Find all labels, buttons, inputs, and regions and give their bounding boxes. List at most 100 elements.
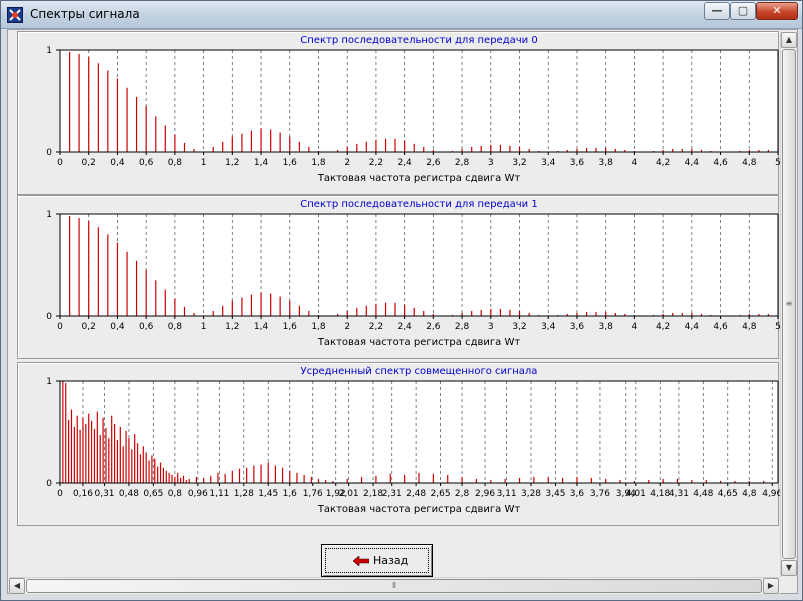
x-tick-label: 4,18 (650, 489, 670, 499)
back-button[interactable]: Назад (321, 544, 433, 577)
x-tick-label: 0,8 (168, 158, 183, 168)
vertical-scroll-thumb[interactable]: ≡ (782, 49, 796, 559)
x-tick-label: 1,6 (283, 489, 298, 499)
x-axis-label: Тактовая частота регистра сдвига Wт (317, 504, 521, 515)
y-tick-label: 1 (46, 377, 52, 387)
focus-rect (325, 548, 429, 573)
x-tick-label: 4,8 (742, 489, 757, 499)
x-tick-label: 2,4 (397, 158, 412, 168)
horizontal-scrollbar[interactable]: ◀ ⦀ ▶ (9, 577, 780, 594)
x-tick-label: 3,6 (570, 158, 585, 168)
x-tick-label: 4,4 (685, 322, 700, 332)
x-tick-label: 3,4 (541, 158, 556, 168)
x-tick-label: 1,11 (209, 489, 229, 499)
x-tick-label: 1,2 (225, 158, 239, 168)
x-tick-label: 4,6 (713, 322, 728, 332)
title-bar[interactable]: Спектры сигнала — ▢ ✕ (1, 1, 802, 29)
x-tick-label: 2,4 (397, 322, 412, 332)
minimize-button[interactable]: — (704, 2, 730, 20)
x-tick-label: 4 (632, 158, 638, 168)
minimize-icon: — (711, 4, 723, 17)
spectrum-chart-0: Спектр последовательности для передачи 0… (46, 35, 780, 184)
x-tick-label: 3,28 (521, 489, 541, 499)
x-tick-label: 2,6 (426, 322, 441, 332)
close-button[interactable]: ✕ (756, 2, 798, 20)
arrow-left-icon (353, 556, 369, 566)
x-tick-label: 1,8 (311, 158, 326, 168)
maximize-icon: ▢ (737, 4, 749, 17)
y-tick-label: 0 (46, 148, 52, 158)
x-tick-label: 2,6 (426, 158, 441, 168)
y-tick-label: 1 (46, 210, 52, 220)
x-tick-label: 0,6 (139, 322, 154, 332)
grip-icon: ≡ (785, 299, 793, 308)
x-axis-label: Тактовая частота регистра сдвига Wт (317, 173, 521, 184)
x-tick-label: 1,6 (283, 158, 298, 168)
x-tick-label: 0,8 (168, 322, 183, 332)
x-tick-label: 0,6 (139, 158, 154, 168)
x-tick-label: 2,01 (339, 489, 359, 499)
x-tick-label: 4,01 (626, 489, 646, 499)
horizontal-scroll-thumb[interactable]: ⦀ (26, 579, 762, 593)
x-tick-label: 4,2 (656, 158, 670, 168)
x-tick-label: 4,2 (656, 322, 670, 332)
scroll-down-button[interactable]: ▼ (781, 560, 797, 576)
x-tick-label: 1,8 (311, 322, 326, 332)
x-tick-label: 1,76 (303, 489, 323, 499)
x-tick-label: 0,2 (82, 158, 96, 168)
x-tick-label: 3 (488, 322, 494, 332)
x-axis-label: Тактовая частота регистра сдвига Wт (317, 337, 521, 348)
x-tick-label: 4,96 (762, 489, 780, 499)
close-icon: ✕ (772, 4, 782, 17)
x-tick-label: 1,28 (234, 489, 254, 499)
x-tick-label: 2 (344, 322, 350, 332)
window-title: Спектры сигнала (30, 7, 140, 21)
x-tick-label: 0,96 (188, 489, 208, 499)
plot-area (60, 50, 778, 152)
app-logo-icon (9, 9, 21, 21)
plot-area (60, 381, 778, 483)
y-tick-label: 0 (46, 312, 52, 322)
x-tick-label: 4,31 (669, 489, 689, 499)
x-tick-label: 0,4 (110, 322, 125, 332)
chart-panel-1: Спектр последовательности для передачи 1… (17, 195, 780, 359)
x-tick-label: 1,2 (225, 322, 239, 332)
maximize-button[interactable]: ▢ (730, 2, 756, 20)
x-tick-label: 3,8 (599, 158, 614, 168)
x-tick-label: 0,65 (143, 489, 163, 499)
x-tick-label: 3,6 (570, 322, 585, 332)
x-tick-label: 1 (201, 322, 207, 332)
chart-panel-2: Усредненный спектр совмещенного сигнала 1… (17, 362, 780, 526)
x-tick-label: 1,6 (283, 322, 298, 332)
scroll-left-button[interactable]: ◀ (9, 578, 25, 594)
x-tick-label: 0,4 (110, 158, 125, 168)
x-tick-label: 4,6 (713, 158, 728, 168)
scroll-up-button[interactable]: ▲ (781, 32, 797, 48)
x-tick-label: 3,2 (512, 158, 526, 168)
x-tick-label: 0 (57, 489, 63, 499)
x-tick-label: 0 (57, 322, 63, 332)
spectrum-chart-2: Усредненный спектр совмещенного сигнала 1… (46, 366, 780, 515)
y-tick-label: 0 (46, 479, 52, 489)
x-tick-label: 4 (632, 322, 638, 332)
x-tick-label: 1,92 (326, 489, 346, 499)
vertical-scrollbar[interactable]: ▲ ≡ ▼ (780, 32, 797, 577)
grip-icon: ⦀ (392, 581, 396, 590)
x-tick-label: 2,18 (363, 489, 383, 499)
spectrum-chart-1: Спектр последовательности для передачи 1… (46, 199, 780, 348)
x-tick-label: 5 (775, 322, 780, 332)
x-tick-label: 2,96 (475, 489, 495, 499)
x-tick-label: 1 (201, 158, 207, 168)
x-tick-label: 3,76 (590, 489, 610, 499)
x-tick-label: 2 (344, 158, 350, 168)
x-tick-label: 0,31 (94, 489, 114, 499)
x-tick-label: 1,45 (258, 489, 278, 499)
x-tick-label: 4,4 (685, 158, 700, 168)
x-tick-label: 0,8 (168, 489, 183, 499)
chart-title: Спектр последовательности для передачи 1 (300, 199, 537, 210)
x-tick-label: 0,2 (82, 322, 96, 332)
x-tick-label: 2,65 (431, 489, 451, 499)
x-tick-label: 4,65 (718, 489, 738, 499)
chart-panel-0: Спектр последовательности для передачи 0… (17, 31, 780, 195)
scroll-right-button[interactable]: ▶ (763, 578, 779, 594)
